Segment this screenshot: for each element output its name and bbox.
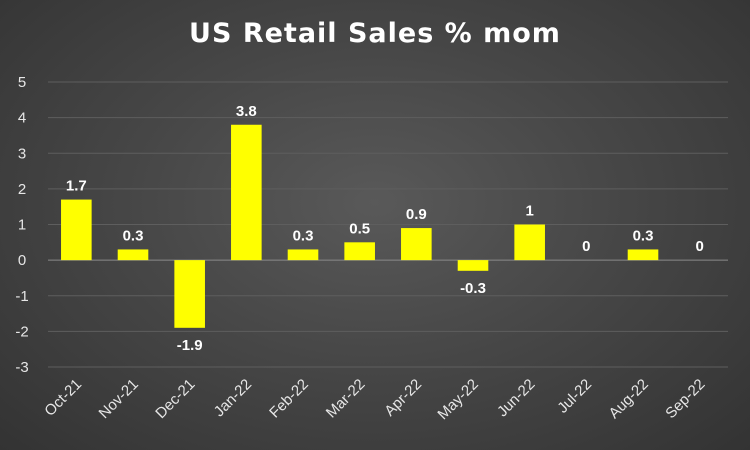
y-tick-label: 3 — [18, 145, 26, 162]
bar — [174, 260, 205, 328]
data-label: 1 — [525, 203, 533, 220]
data-label: 0 — [582, 238, 590, 255]
data-label: -1.9 — [177, 337, 203, 354]
bar — [61, 199, 92, 261]
data-label: 0 — [695, 238, 703, 255]
x-tick-label: Apr-22 — [381, 376, 425, 420]
y-tick-label: 1 — [18, 217, 26, 234]
x-tick-label: Jun-22 — [494, 376, 538, 420]
gridlines — [48, 81, 728, 368]
x-tick-label: Jan-22 — [211, 376, 255, 420]
bar — [401, 228, 432, 261]
x-axis-ticks: Oct-21 Nov-21 Dec-21 Jan-22 Feb-22 Mar-22 Apr-… — [41, 376, 708, 423]
data-label: -0.3 — [460, 280, 486, 297]
data-label: 0.3 — [633, 227, 654, 244]
x-tick-label: Dec-21 — [152, 376, 198, 422]
bar — [457, 260, 489, 271]
data-label: 0.5 — [349, 220, 370, 237]
y-axis-ticks: -3 -2 -1 0 1 2 3 4 5 — [15, 74, 28, 376]
data-label: 1.7 — [66, 178, 87, 195]
y-tick-label: 4 — [18, 110, 26, 127]
x-tick-label: Nov-21 — [96, 376, 142, 422]
x-tick-label: Sep-22 — [662, 376, 708, 422]
x-tick-label: Oct-21 — [41, 376, 85, 420]
data-label: 0.3 — [123, 227, 144, 244]
y-tick-label: -2 — [15, 323, 28, 340]
x-tick-label: Mar-22 — [323, 376, 369, 422]
y-tick-label: 2 — [18, 181, 26, 198]
data-label: 0.9 — [406, 206, 427, 223]
bar — [231, 124, 262, 261]
y-tick-label: 0 — [18, 252, 26, 269]
y-tick-label: 5 — [18, 74, 26, 91]
x-tick-label: Feb-22 — [266, 376, 312, 422]
bar — [514, 224, 545, 261]
x-tick-label: Jul-22 — [554, 376, 595, 417]
data-labels: 1.7 0.3 -1.9 3.8 0.3 0.5 0.9 -0.3 1 0 0.3 0 — [66, 103, 704, 354]
bar — [627, 249, 659, 261]
bar — [117, 249, 149, 261]
bar — [344, 242, 375, 261]
y-tick-label: -1 — [15, 288, 28, 305]
bar — [287, 249, 319, 261]
x-tick-label: May-22 — [434, 376, 481, 423]
bars — [61, 124, 659, 328]
y-tick-label: -3 — [15, 359, 28, 376]
data-label: 3.8 — [236, 103, 257, 120]
x-tick-label: Aug-22 — [606, 376, 652, 422]
chart-title: US Retail Sales % mom — [189, 18, 561, 49]
data-label: 0.3 — [293, 227, 314, 244]
